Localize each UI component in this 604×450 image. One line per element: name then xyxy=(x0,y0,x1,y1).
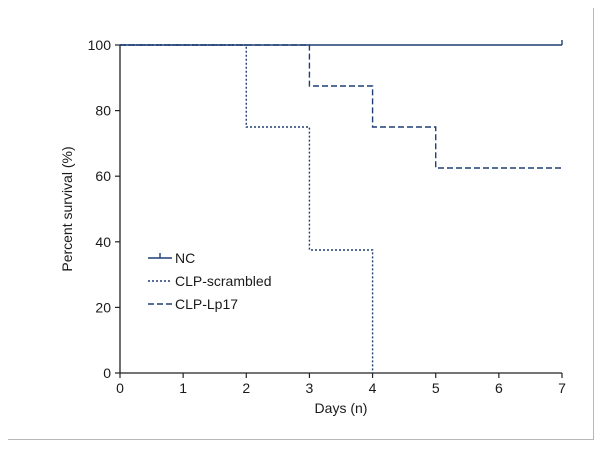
y-tick-label: 0 xyxy=(103,365,111,381)
y-tick-label: 60 xyxy=(95,168,111,184)
series-layer xyxy=(120,40,563,373)
chart-frame xyxy=(8,8,594,440)
x-tick-label: 4 xyxy=(369,380,377,396)
y-tick-label: 100 xyxy=(88,37,112,53)
legend-label: CLP-Lp17 xyxy=(175,296,238,312)
x-tick-label: 6 xyxy=(495,380,503,396)
y-tick-label: 80 xyxy=(95,103,111,119)
x-axis-label: Days (n) xyxy=(315,400,368,416)
x-tick-label: 0 xyxy=(116,380,124,396)
x-tick-label: 7 xyxy=(558,380,566,396)
y-axis-label: Percent survival (%) xyxy=(59,146,75,271)
series-line-clp-scrambled xyxy=(120,44,374,373)
legend: NC CLP-scrambled CLP-Lp17 xyxy=(148,250,271,312)
x-tick-label: 5 xyxy=(432,380,440,396)
y-tick-label: 40 xyxy=(95,234,111,250)
x-tick-label: 2 xyxy=(242,380,250,396)
legend-label: NC xyxy=(175,250,195,266)
x-tick-label: 3 xyxy=(306,380,314,396)
series-line-clp-lp17 xyxy=(120,44,562,169)
y-tick-label: 20 xyxy=(95,299,111,315)
axes: 0 1 2 3 4 5 6 7 0 20 40 60 80 100 xyxy=(88,37,566,396)
legend-label: CLP-scrambled xyxy=(175,273,271,289)
x-tick-label: 1 xyxy=(179,380,187,396)
